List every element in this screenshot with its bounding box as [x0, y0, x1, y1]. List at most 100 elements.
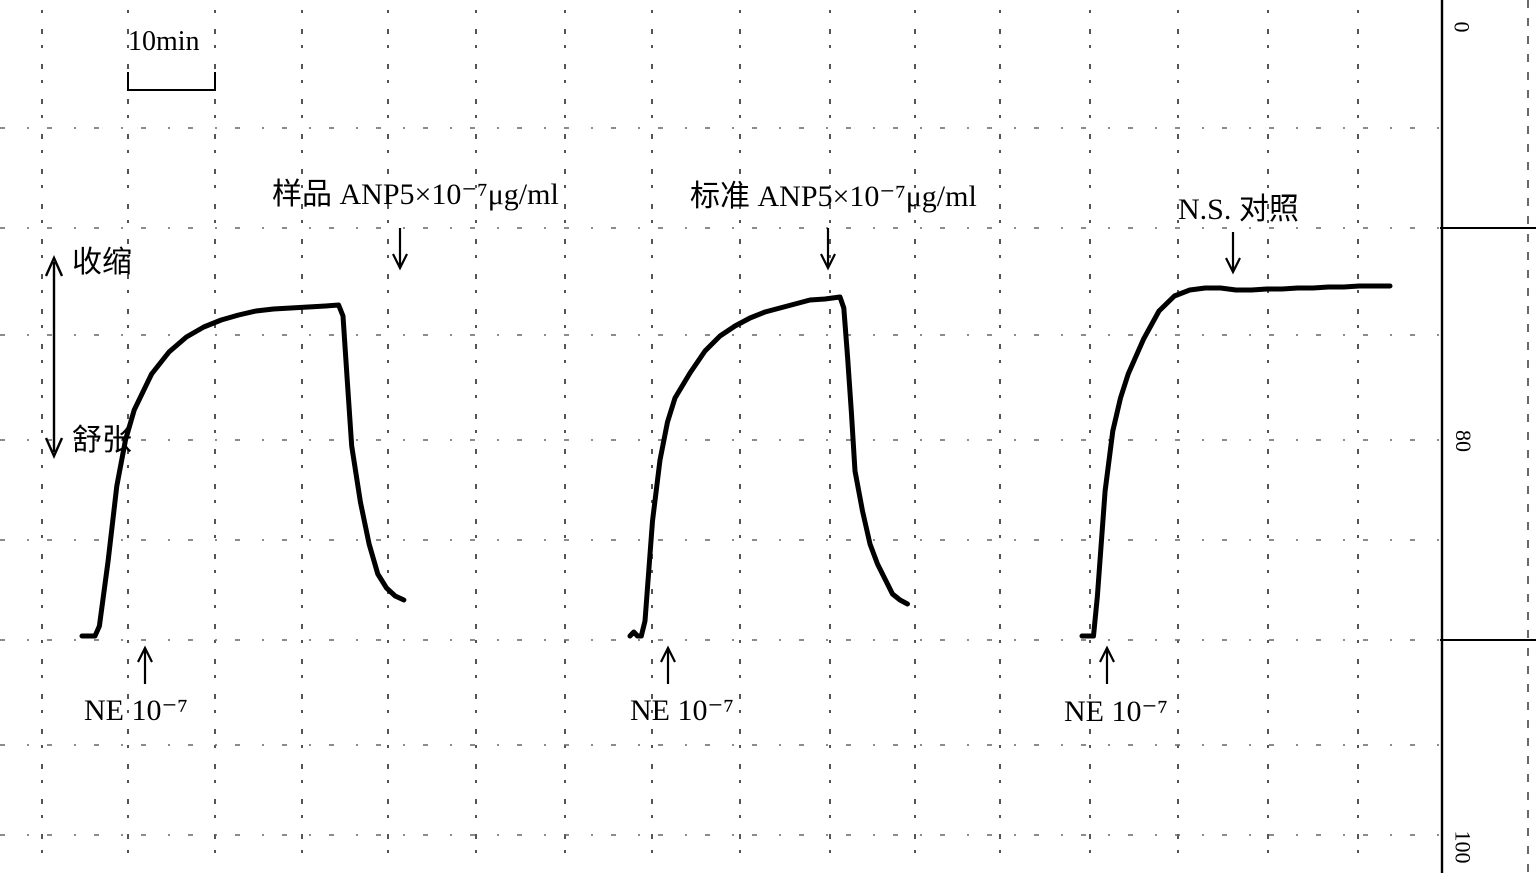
trace-point	[1142, 337, 1146, 341]
trace-point	[350, 444, 354, 448]
treatment-label-1: 样品 ANP5×10⁻⁷μg/ml	[272, 178, 559, 211]
trace-point	[184, 335, 188, 339]
trace-point	[883, 577, 887, 581]
relaxation-label: 舒张	[72, 424, 132, 457]
trace-point	[703, 349, 707, 353]
trace-point	[150, 372, 154, 376]
contraction-label: 收缩	[72, 246, 132, 279]
trace-point	[1296, 286, 1300, 290]
trace-point	[1219, 286, 1223, 290]
trace-line-1	[79, 302, 407, 639]
trace-point	[823, 297, 827, 301]
arrow-up-head	[44, 255, 64, 277]
trace-point	[898, 598, 902, 602]
trace-point	[1203, 286, 1207, 290]
trace-point	[1188, 288, 1192, 292]
trace-point	[1103, 489, 1107, 493]
trace-point	[341, 314, 345, 318]
trace-point	[905, 602, 910, 606]
treatment-arrow-head-1	[392, 253, 408, 271]
trace-point	[1095, 594, 1099, 598]
trace-point	[778, 306, 782, 310]
trace-point	[115, 484, 119, 488]
trace-point	[1157, 309, 1161, 313]
trace-point	[1111, 429, 1115, 433]
arrow-down-head	[44, 437, 64, 459]
right-tick-100: 100	[1450, 830, 1476, 864]
trace-point	[237, 313, 241, 317]
start-arrow-head-3	[1099, 645, 1115, 663]
trace-point	[345, 379, 349, 383]
trace-point	[890, 592, 895, 596]
trace-point	[658, 458, 662, 462]
trace-point	[80, 634, 84, 638]
trace-group	[79, 283, 1393, 639]
trace-point	[650, 519, 655, 523]
trace-point	[793, 302, 797, 306]
trace-point	[89, 634, 93, 638]
trace-point	[1326, 285, 1330, 289]
trace-point	[106, 559, 110, 563]
start-label-3: NE 10⁻⁷	[1064, 695, 1168, 728]
trace-point	[748, 316, 752, 320]
treatment-arrow-head-2	[820, 253, 836, 271]
trace-point	[838, 295, 842, 299]
trace-point	[219, 318, 223, 322]
trace-point	[324, 304, 328, 308]
trace-point	[384, 586, 389, 590]
treatment-arrow-head-3	[1225, 257, 1241, 275]
trace-point	[875, 562, 880, 566]
trace-line-3	[1079, 283, 1393, 639]
trace-point	[97, 624, 101, 628]
trace-point	[860, 509, 865, 513]
start-arrow-head-1	[137, 645, 153, 663]
start-label-2: NE 10⁻⁷	[630, 694, 734, 727]
trace-point	[1088, 634, 1092, 638]
trace-point	[84, 634, 88, 638]
trace-point	[1172, 294, 1176, 298]
trace-point	[367, 542, 371, 546]
scale-bar-label: 10min	[128, 26, 200, 57]
trace-line-2	[627, 294, 910, 639]
trace-point	[1234, 288, 1238, 292]
trace-point	[635, 634, 640, 638]
trace-point	[718, 334, 722, 338]
trace-point	[665, 420, 670, 424]
right-tick-0: 0	[1449, 21, 1475, 33]
trace-point	[1357, 284, 1361, 288]
scale-bar	[127, 72, 216, 91]
trace-point	[337, 303, 341, 307]
trace-point	[254, 309, 258, 313]
trace-point	[271, 307, 275, 311]
trace-point	[1091, 634, 1096, 638]
treatment-label-2: 标准 ANP5×10⁻⁷μg/ml	[690, 180, 977, 213]
trace-point	[868, 542, 872, 546]
trace-point	[763, 310, 767, 314]
trace-point	[1118, 396, 1123, 400]
trace-point	[733, 324, 737, 328]
trace-point	[1126, 372, 1130, 376]
trace-point	[628, 634, 632, 638]
annotation-marks	[44, 72, 1241, 684]
trace-point	[93, 634, 97, 638]
trace-point	[1249, 288, 1253, 292]
right-tick-80: 80	[1451, 430, 1476, 452]
trace-point	[289, 306, 293, 310]
trace-point	[1265, 287, 1269, 291]
trace-point	[393, 594, 397, 598]
start-arrow-head-2	[660, 645, 676, 663]
trace-point	[1373, 284, 1377, 288]
trace-point	[853, 469, 857, 473]
trace-point	[1388, 284, 1392, 288]
trace-point	[643, 619, 647, 623]
trace-point	[202, 325, 206, 329]
trace-point	[376, 572, 380, 576]
trace-point	[167, 350, 171, 354]
trace-point	[306, 305, 310, 309]
start-label-1: NE 10⁻⁷	[84, 694, 188, 727]
trace-point	[849, 409, 853, 413]
trace-point	[673, 396, 677, 400]
trace-point	[1080, 634, 1084, 638]
